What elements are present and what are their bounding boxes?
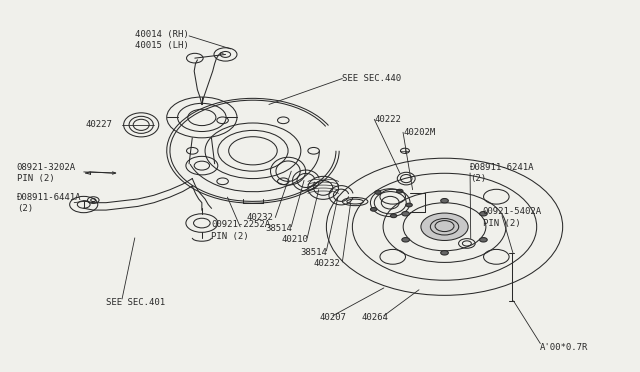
- Text: 40222: 40222: [374, 115, 401, 124]
- Text: 00921-5402A
PIN (2): 00921-5402A PIN (2): [483, 208, 542, 228]
- Circle shape: [375, 190, 381, 194]
- Text: 40207: 40207: [320, 313, 347, 322]
- Text: 40202M: 40202M: [403, 128, 435, 137]
- Text: 40227: 40227: [86, 121, 113, 129]
- Circle shape: [371, 208, 377, 211]
- Circle shape: [402, 212, 410, 216]
- Text: 00921-2252A
PIN (2): 00921-2252A PIN (2): [211, 221, 271, 241]
- Text: 40014 (RH)
40015 (LH): 40014 (RH) 40015 (LH): [135, 29, 189, 49]
- Circle shape: [441, 199, 449, 203]
- Circle shape: [421, 213, 468, 240]
- Text: 38514: 38514: [266, 224, 292, 233]
- Circle shape: [397, 189, 403, 193]
- Text: 40264: 40264: [362, 313, 388, 322]
- Text: 38514: 38514: [301, 248, 328, 257]
- Text: 40232: 40232: [314, 259, 340, 268]
- Text: SEE SEC.440: SEE SEC.440: [342, 74, 401, 83]
- Text: 08921-3202A
PIN (2): 08921-3202A PIN (2): [17, 163, 76, 183]
- Circle shape: [479, 238, 487, 242]
- Text: 40210: 40210: [282, 235, 308, 244]
- Circle shape: [402, 238, 410, 242]
- Circle shape: [390, 214, 397, 218]
- Text: Ð08911-6241A
(2): Ð08911-6241A (2): [470, 163, 534, 183]
- Text: A'00*0.7R: A'00*0.7R: [540, 343, 589, 352]
- Circle shape: [441, 251, 449, 255]
- Text: 40232: 40232: [246, 213, 273, 222]
- Text: Ð08911-6441A
(2): Ð08911-6441A (2): [17, 193, 81, 213]
- Circle shape: [479, 212, 487, 216]
- Circle shape: [406, 203, 412, 207]
- Text: SEE SEC.401: SEE SEC.401: [106, 298, 165, 307]
